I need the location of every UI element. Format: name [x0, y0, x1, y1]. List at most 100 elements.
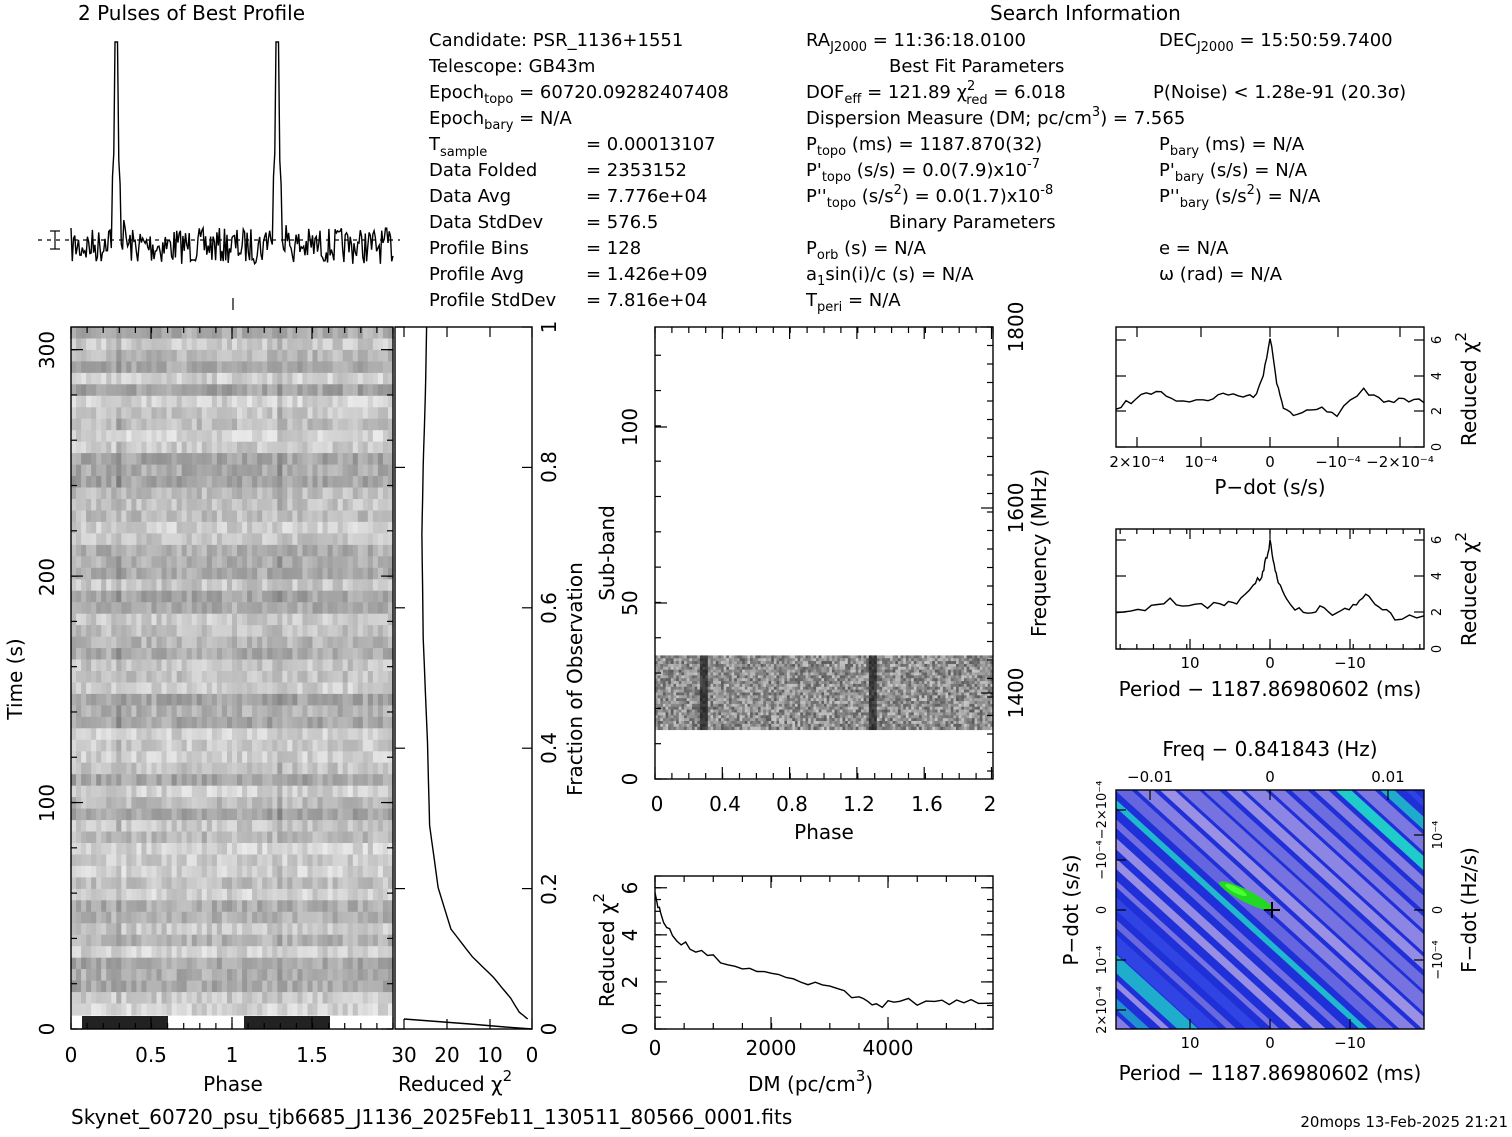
time-phase-cell — [348, 1004, 354, 1016]
time-phase-cell — [71, 453, 77, 465]
time-phase-cell — [71, 877, 77, 889]
info-epoch-bary: Epochbary = N/A — [429, 108, 572, 133]
time-phase-cell — [96, 350, 102, 362]
time-phase-cell — [267, 522, 273, 534]
time-phase-cell — [232, 981, 238, 993]
time-phase-cell — [141, 786, 147, 798]
time-phase-cell — [378, 660, 384, 672]
time-phase-cell — [358, 683, 364, 695]
time-phase-cell — [227, 568, 233, 580]
time-phase-cell — [157, 327, 163, 339]
time-phase-cell — [242, 958, 248, 970]
time-phase-cell — [81, 855, 87, 867]
time-phase-cell — [353, 774, 359, 786]
time-phase-cell — [297, 992, 303, 1004]
time-phase-cell — [76, 900, 82, 912]
time-phase-cell — [76, 786, 82, 798]
time-phase-cell — [177, 350, 183, 362]
time-phase-cell — [358, 1004, 364, 1016]
time-phase-cell — [162, 935, 168, 947]
time-phase-cell — [116, 763, 122, 775]
time-phase-cell — [152, 522, 158, 534]
time-phase-cell — [257, 545, 263, 557]
time-phase-cell — [358, 992, 364, 1004]
time-phase-cell — [247, 809, 253, 821]
time-phase-cell — [262, 568, 268, 580]
time-phase-cell — [76, 774, 82, 786]
time-phase-cell — [323, 453, 329, 465]
time-phase-cell — [121, 705, 127, 717]
time-phase-cell — [237, 545, 243, 557]
time-phase-cell — [277, 981, 283, 993]
time-phase-cell — [187, 419, 193, 431]
time-phase-cell — [378, 396, 384, 408]
time-phase-cell — [116, 946, 122, 958]
info-pdot-topo: P'topo (s/s) = 0.0(7.9)x10-7 — [806, 157, 1040, 185]
time-phase-cell — [111, 339, 117, 351]
time-phase-cell — [267, 373, 273, 385]
time-phase-cell — [328, 774, 334, 786]
time-phase-cell — [167, 407, 173, 419]
time-phase-cell — [116, 453, 122, 465]
time-phase-cell — [353, 350, 359, 362]
time-phase-cell — [333, 511, 339, 523]
time-phase-cell — [222, 797, 228, 809]
time-phase-cell — [277, 992, 283, 1004]
time-phase-cell — [81, 751, 87, 763]
time-phase-cell — [147, 981, 153, 993]
time-phase-cell — [187, 591, 193, 603]
time-phase-cell — [136, 935, 142, 947]
time-phase-cell — [287, 946, 293, 958]
time-phase-cell — [91, 797, 97, 809]
time-phase-cell — [323, 923, 329, 935]
time-phase-cell — [262, 797, 268, 809]
time-phase-cell — [257, 1004, 263, 1016]
time-phase-cell — [116, 683, 122, 695]
time-phase-cell — [313, 855, 319, 867]
time-phase-cell — [353, 992, 359, 1004]
time-phase-cell — [172, 465, 178, 477]
time-phase-cell — [202, 809, 208, 821]
time-phase-cell — [192, 602, 198, 614]
time-phase-cell — [383, 958, 389, 970]
time-phase-cell — [187, 545, 193, 557]
time-phase-cell — [308, 935, 314, 947]
time-phase-cell — [152, 717, 158, 729]
time-phase-cell — [197, 969, 203, 981]
time-phase-cell — [333, 923, 339, 935]
time-phase-cell — [136, 637, 142, 649]
time-phase-cell — [338, 763, 344, 775]
time-phase-cell — [141, 866, 147, 878]
time-phase-cell — [373, 476, 379, 488]
time-phase-cell — [167, 465, 173, 477]
time-phase-cell — [373, 877, 379, 889]
time-phase-cell — [338, 488, 344, 500]
time-phase-cell — [373, 843, 379, 855]
time-phase-cell — [242, 511, 248, 523]
time-phase-cell — [116, 912, 122, 924]
chi-time-ticks — [395, 327, 532, 1029]
time-phase-cell — [116, 717, 122, 729]
time-phase-cell — [217, 786, 223, 798]
time-phase-cell — [217, 797, 223, 809]
time-phase-cell — [282, 499, 288, 511]
time-phase-cell — [242, 384, 248, 396]
time-phase-cell — [126, 407, 132, 419]
time-phase-cell — [76, 373, 82, 385]
time-phase-cell — [182, 407, 188, 419]
time-phase-cell — [71, 637, 77, 649]
time-phase-cell — [217, 866, 223, 878]
time-phase-cell — [71, 717, 77, 729]
time-phase-cell — [207, 855, 213, 867]
time-phase-cell — [242, 763, 248, 775]
time-phase-cell — [116, 522, 122, 534]
time-phase-cell — [182, 728, 188, 740]
time-phase-cell — [358, 648, 364, 660]
time-phase-cell — [353, 832, 359, 844]
time-phase-cell — [267, 465, 273, 477]
time-phase-cell — [343, 683, 349, 695]
time-phase-cell — [247, 900, 253, 912]
time-phase-cell — [217, 694, 223, 706]
time-phase-cell — [136, 614, 142, 626]
time-phase-cell — [247, 442, 253, 454]
